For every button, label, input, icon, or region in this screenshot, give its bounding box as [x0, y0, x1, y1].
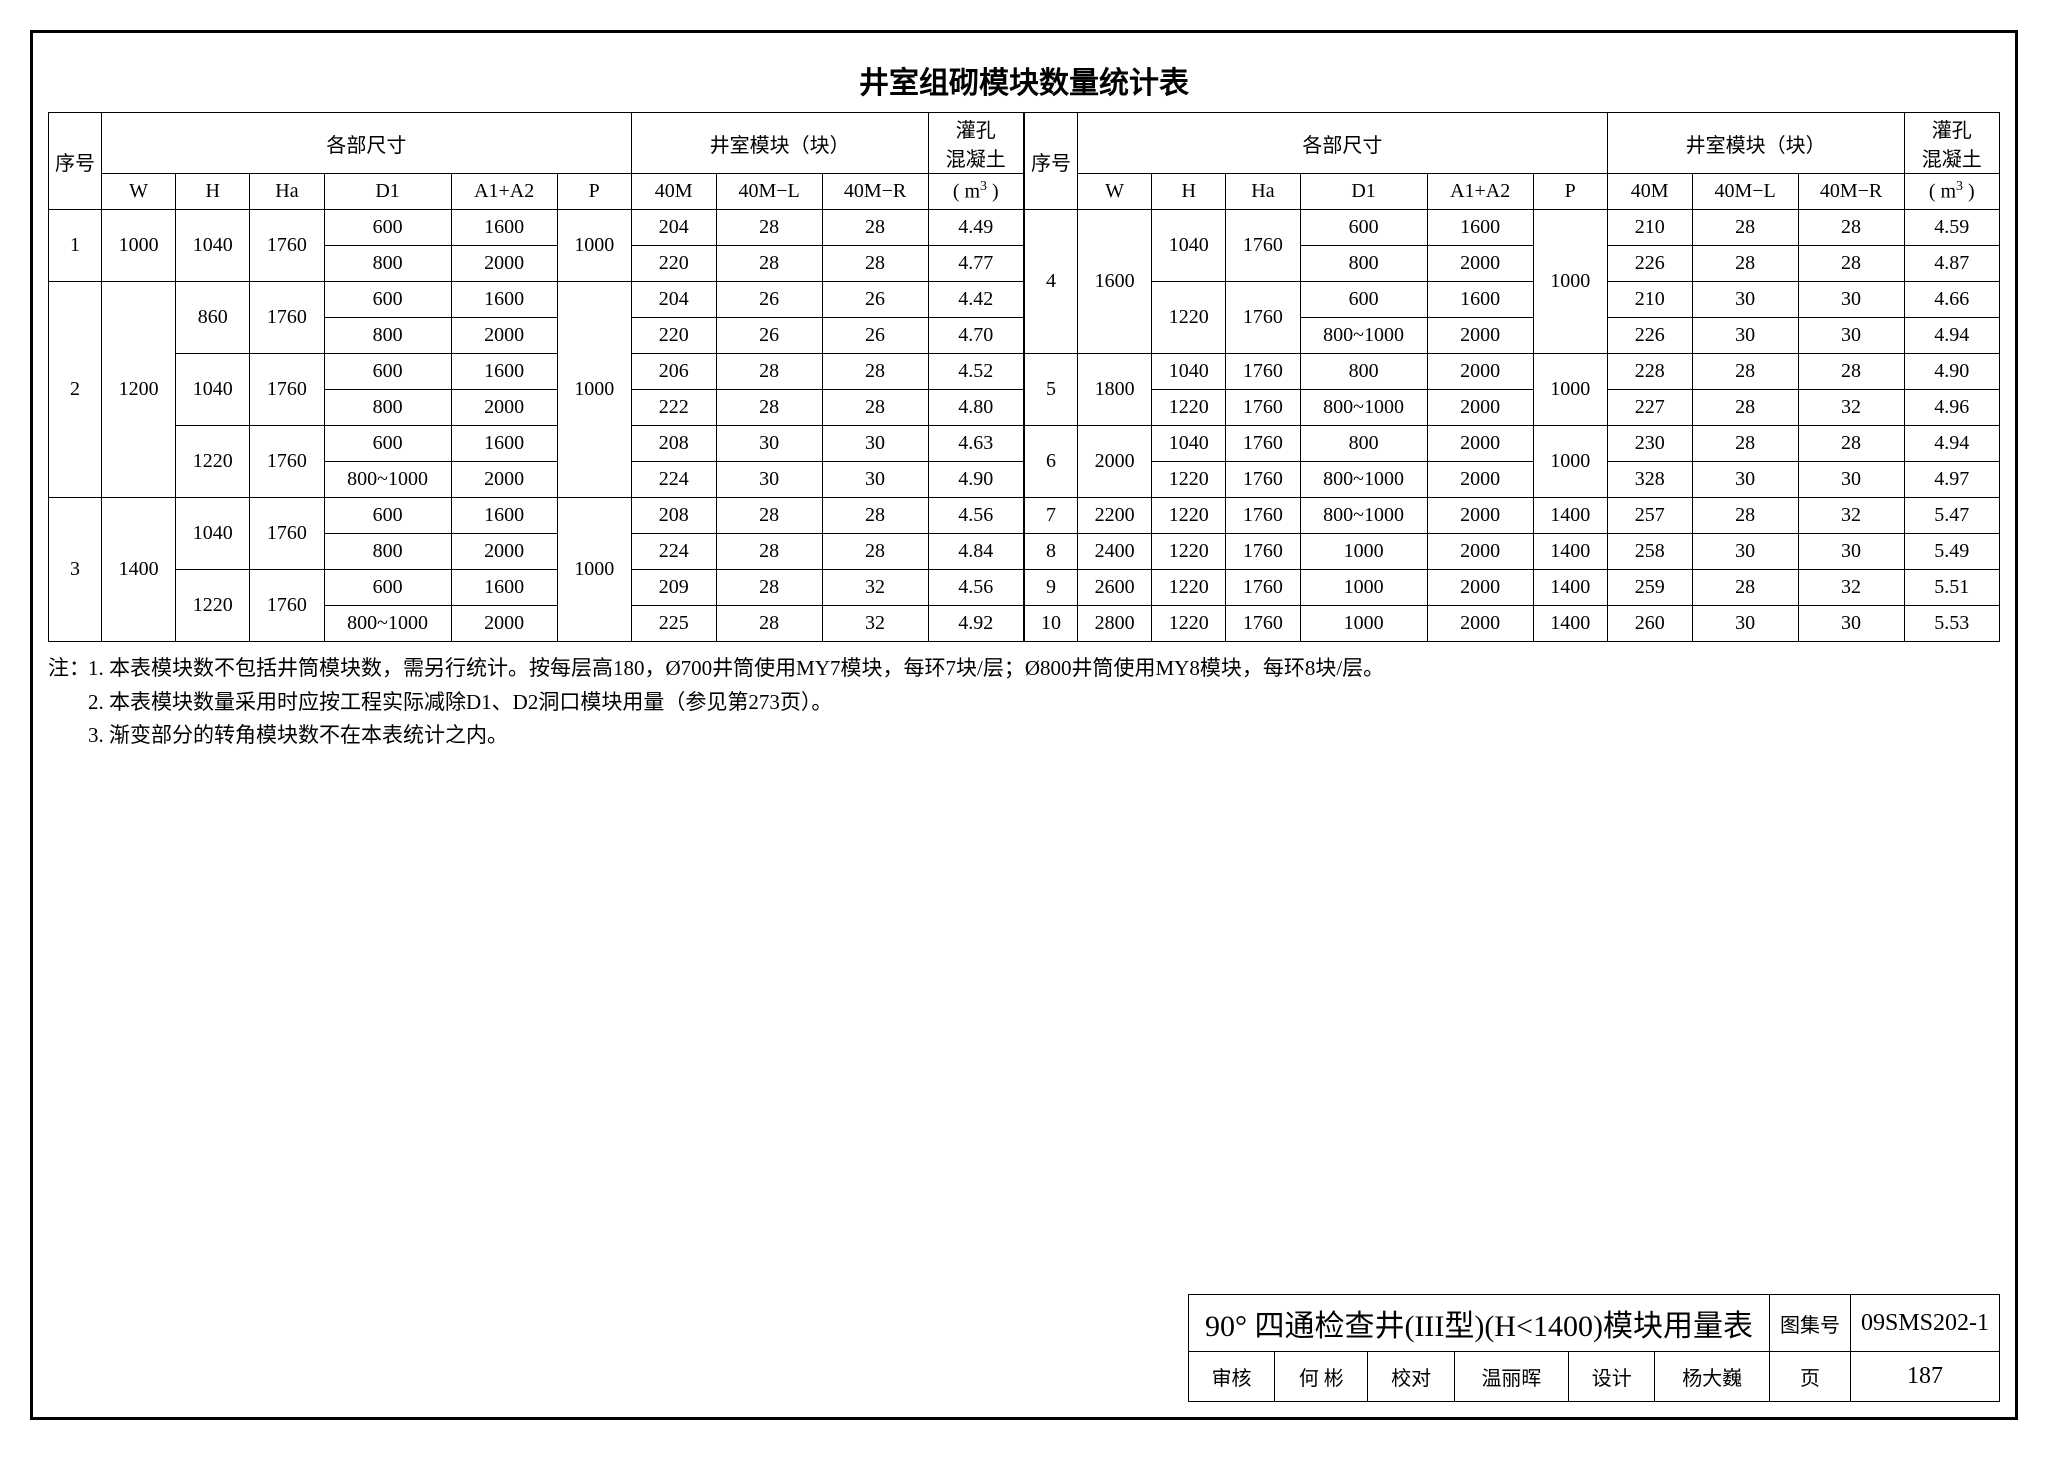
jiaodui-label: 校对 [1368, 1352, 1454, 1402]
note-line: 3. 渐变部分的转角模块数不在本表统计之内。 [88, 719, 508, 753]
page-value: 187 [1850, 1352, 1999, 1402]
shenhe-name: 何 彬 [1275, 1352, 1368, 1402]
sheji-name: 杨大巍 [1655, 1352, 1770, 1402]
sheji-label: 设计 [1569, 1352, 1655, 1402]
page-frame: 井室组砌模块数量统计表 序号各部尺寸井室模块（块）灌孔混凝土WHHaD1A1+A… [30, 30, 2018, 1420]
tuji-label: 图集号 [1769, 1295, 1850, 1352]
notes-block: 注： 1. 本表模块数不包括井筒模块数，需另行统计。按每层高180，Ø700井筒… [48, 652, 2000, 753]
title-block: 90° 四通检查井(III型)(H<1400)模块用量表 图集号 09SMS20… [1188, 1294, 2000, 1402]
right-table-wrap: 序号各部尺寸井室模块（块）灌孔混凝土WHHaD1A1+A2P40M40M−L40… [1024, 112, 2000, 642]
page-label: 页 [1769, 1352, 1850, 1402]
note-line: 1. 本表模块数不包括井筒模块数，需另行统计。按每层高180，Ø700井筒使用M… [88, 652, 1384, 686]
tables-container: 序号各部尺寸井室模块（块）灌孔混凝土WHHaD1A1+A2P40M40M−L40… [48, 112, 2000, 642]
left-table-wrap: 序号各部尺寸井室模块（块）灌孔混凝土WHHaD1A1+A2P40M40M−L40… [48, 112, 1024, 642]
left-table: 序号各部尺寸井室模块（块）灌孔混凝土WHHaD1A1+A2P40M40M−L40… [48, 112, 1024, 642]
note-line: 2. 本表模块数量采用时应按工程实际减除D1、D2洞口模块用量（参见第273页）… [88, 686, 832, 720]
notes-label: 注： [48, 652, 88, 686]
shenhe-label: 审核 [1188, 1352, 1274, 1402]
right-table: 序号各部尺寸井室模块（块）灌孔混凝土WHHaD1A1+A2P40M40M−L40… [1024, 112, 2000, 642]
drawing-title: 90° 四通检查井(III型)(H<1400)模块用量表 [1188, 1295, 1769, 1352]
table-title: 井室组砌模块数量统计表 [48, 58, 2000, 102]
tuji-value: 09SMS202-1 [1850, 1295, 1999, 1352]
jiaodui-name: 温丽晖 [1454, 1352, 1569, 1402]
